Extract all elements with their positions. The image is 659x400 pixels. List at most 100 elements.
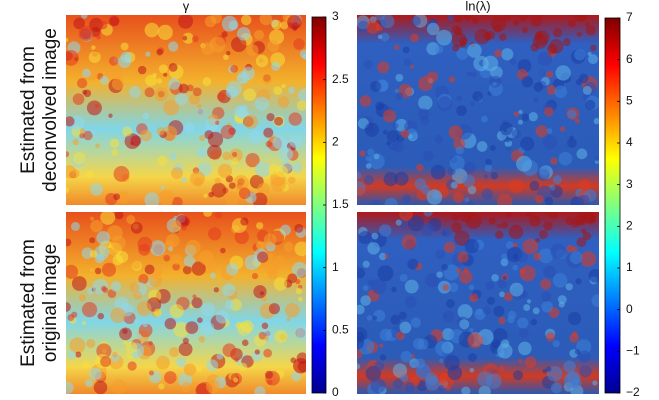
image-texture bbox=[357, 212, 599, 394]
texture-blob bbox=[201, 42, 214, 56]
texture-blob bbox=[546, 85, 557, 96]
texture-blob bbox=[451, 25, 461, 35]
texture-blob bbox=[168, 41, 179, 52]
texture-blob bbox=[90, 268, 96, 274]
texture-blob bbox=[518, 359, 523, 364]
texture-blob bbox=[261, 73, 273, 85]
texture-blob bbox=[407, 215, 424, 232]
texture-blob bbox=[236, 26, 251, 41]
texture-blob bbox=[263, 348, 273, 358]
texture-blob bbox=[153, 267, 163, 276]
texture-blob bbox=[241, 339, 249, 347]
texture-blob bbox=[404, 279, 419, 294]
texture-blob bbox=[264, 336, 269, 341]
colorbar-tick-label: 7 bbox=[626, 10, 633, 24]
texture-blob bbox=[456, 47, 469, 60]
texture-blob bbox=[418, 108, 430, 120]
texture-blob bbox=[410, 317, 421, 328]
texture-blob bbox=[129, 282, 140, 293]
texture-blob bbox=[494, 49, 503, 58]
texture-blob bbox=[145, 51, 151, 57]
texture-blob bbox=[108, 113, 113, 118]
texture-blob bbox=[223, 54, 229, 60]
texture-blob bbox=[569, 251, 583, 265]
texture-blob bbox=[243, 88, 256, 102]
texture-blob bbox=[217, 65, 224, 72]
texture-blob bbox=[567, 109, 577, 119]
texture-blob bbox=[493, 305, 505, 317]
texture-blob bbox=[205, 118, 219, 132]
texture-blob bbox=[144, 22, 160, 38]
texture-blob bbox=[178, 83, 189, 94]
texture-blob bbox=[100, 356, 111, 368]
texture-blob bbox=[113, 166, 130, 182]
texture-blob bbox=[208, 191, 215, 198]
texture-blob bbox=[273, 255, 286, 269]
texture-blob bbox=[559, 126, 566, 132]
texture-blob bbox=[117, 191, 130, 204]
texture-blob bbox=[220, 124, 235, 140]
texture-blob bbox=[189, 93, 200, 105]
texture-blob bbox=[197, 317, 203, 323]
texture-blob bbox=[279, 147, 294, 162]
texture-blob bbox=[448, 282, 459, 293]
texture-blob bbox=[296, 352, 306, 365]
texture-blob bbox=[468, 284, 475, 291]
texture-blob bbox=[230, 65, 239, 73]
texture-blob bbox=[131, 260, 141, 270]
texture-blob bbox=[234, 357, 239, 362]
texture-blob bbox=[221, 31, 228, 38]
texture-blob bbox=[497, 279, 507, 289]
texture-blob bbox=[420, 184, 430, 194]
texture-blob bbox=[357, 304, 365, 315]
texture-blob bbox=[236, 71, 250, 85]
texture-blob bbox=[522, 238, 539, 255]
texture-blob bbox=[148, 273, 163, 288]
texture-blob bbox=[168, 77, 181, 90]
heatmap-panels bbox=[66, 15, 599, 394]
texture-blob bbox=[386, 130, 400, 143]
texture-blob bbox=[426, 22, 440, 36]
texture-blob bbox=[550, 157, 558, 166]
texture-blob bbox=[251, 350, 263, 362]
texture-blob bbox=[454, 230, 470, 246]
texture-blob bbox=[255, 241, 266, 251]
texture-blob bbox=[403, 58, 412, 66]
texture-blob bbox=[567, 138, 577, 148]
texture-blob bbox=[489, 145, 496, 151]
texture-blob bbox=[120, 42, 129, 51]
texture-blob bbox=[127, 361, 137, 371]
texture-blob bbox=[446, 299, 455, 308]
texture-blob bbox=[130, 135, 142, 147]
texture-blob bbox=[468, 353, 477, 362]
texture-blob bbox=[122, 126, 133, 137]
texture-blob bbox=[181, 224, 187, 231]
texture-blob bbox=[497, 343, 513, 359]
texture-blob bbox=[497, 193, 513, 205]
texture-blob bbox=[295, 287, 303, 295]
texture-blob bbox=[500, 258, 509, 267]
texture-blob bbox=[173, 321, 189, 338]
texture-blob bbox=[238, 187, 251, 200]
texture-blob bbox=[462, 174, 476, 188]
texture-blob bbox=[122, 340, 128, 345]
texture-blob bbox=[254, 349, 260, 355]
texture-blob bbox=[533, 97, 539, 103]
texture-blob bbox=[157, 24, 173, 40]
colorbar-tick-label: 1 bbox=[332, 260, 339, 274]
texture-blob bbox=[297, 88, 306, 102]
texture-blob bbox=[191, 261, 206, 276]
texture-blob bbox=[370, 80, 382, 92]
texture-blob bbox=[574, 349, 581, 355]
texture-blob bbox=[384, 197, 398, 205]
texture-blob bbox=[161, 125, 178, 142]
texture-blob bbox=[156, 78, 163, 84]
texture-blob bbox=[240, 320, 254, 333]
texture-blob bbox=[588, 54, 599, 65]
colorbar-tick-label: 3 bbox=[332, 9, 339, 23]
texture-blob bbox=[375, 101, 385, 111]
texture-blob bbox=[552, 272, 568, 288]
texture-blob bbox=[118, 55, 132, 69]
texture-blob bbox=[518, 328, 529, 338]
texture-blob bbox=[519, 268, 526, 275]
